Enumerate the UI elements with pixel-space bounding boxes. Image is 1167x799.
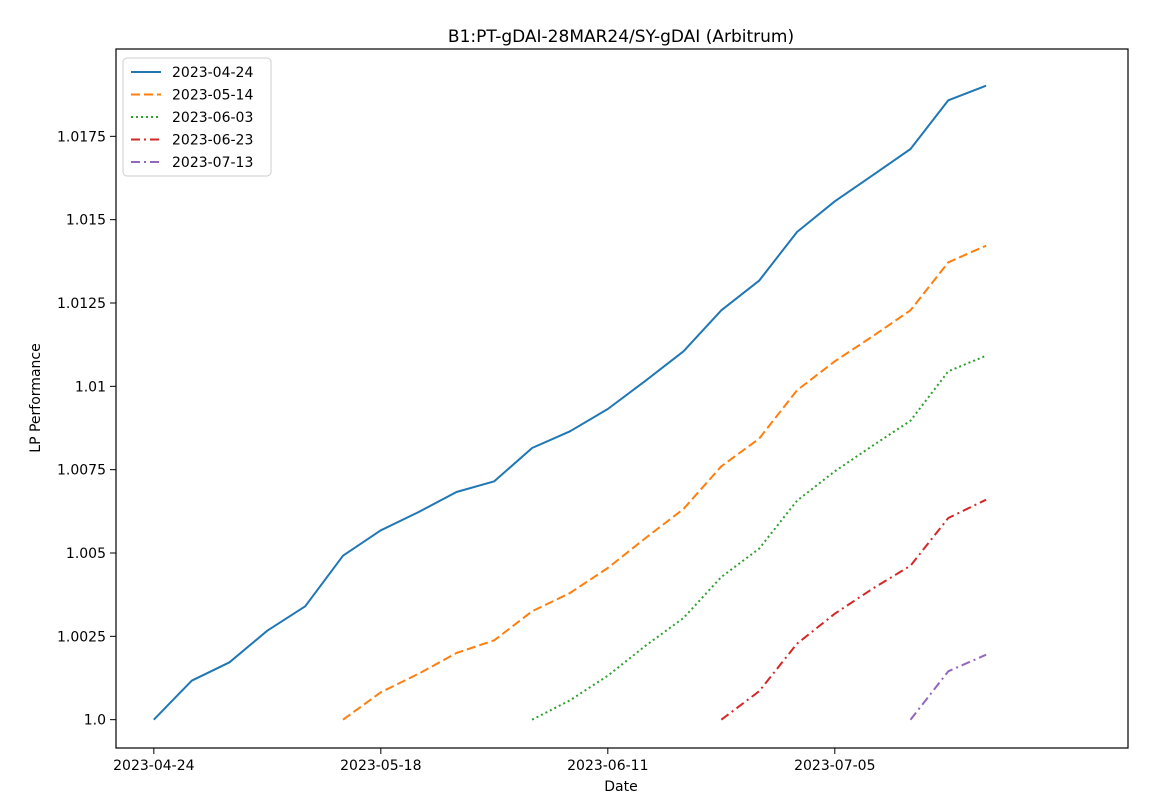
y-tick-label: 1.005 bbox=[66, 546, 106, 562]
legend-box bbox=[122, 57, 272, 177]
x-tick-label: 2023-06-11 bbox=[567, 758, 648, 774]
series-line-3 bbox=[531, 354, 987, 721]
legend-label: 2023-06-23 bbox=[172, 133, 253, 149]
y-axis-label: LP Performance bbox=[28, 343, 44, 452]
series-line-2 bbox=[342, 244, 987, 721]
x-axis-label: Date bbox=[604, 779, 637, 795]
series-lines bbox=[153, 84, 987, 721]
series-line-5 bbox=[909, 653, 987, 721]
x-axis: 2023-04-24 2023-05-18 2023-06-11 2023-07-05 bbox=[113, 748, 875, 774]
chart-title: B1:PT-gDAI-28MAR24/SY-gDAI (Arbitrum) bbox=[448, 27, 794, 47]
legend-label: 2023-04-24 bbox=[172, 65, 253, 81]
y-tick-label: 1.0025 bbox=[57, 629, 106, 645]
legend: 2023-04-24 2023-05-14 2023-06-03 2023-06-23… bbox=[122, 57, 272, 177]
y-axis: 1.0 1.0025 1.005 1.0075 1.01 1.0125 1.015 1.017… bbox=[57, 129, 116, 729]
legend-label: 2023-07-13 bbox=[172, 155, 253, 171]
x-tick-label: 2023-05-18 bbox=[340, 758, 421, 774]
y-tick-label: 1.0125 bbox=[57, 296, 106, 312]
legend-label: 2023-06-03 bbox=[172, 110, 253, 126]
x-tick-label: 2023-07-05 bbox=[794, 758, 875, 774]
x-tick-label: 2023-04-24 bbox=[113, 758, 194, 774]
y-tick-label: 1.01 bbox=[75, 379, 106, 395]
y-tick-label: 1.0 bbox=[84, 713, 106, 729]
series-line-1 bbox=[153, 84, 987, 721]
y-tick-label: 1.015 bbox=[66, 213, 106, 229]
series-line-4 bbox=[720, 498, 987, 721]
y-tick-label: 1.0175 bbox=[57, 129, 106, 145]
y-tick-label: 1.0075 bbox=[57, 463, 106, 479]
legend-label: 2023-05-14 bbox=[172, 88, 253, 104]
plot-frame bbox=[115, 48, 1129, 749]
